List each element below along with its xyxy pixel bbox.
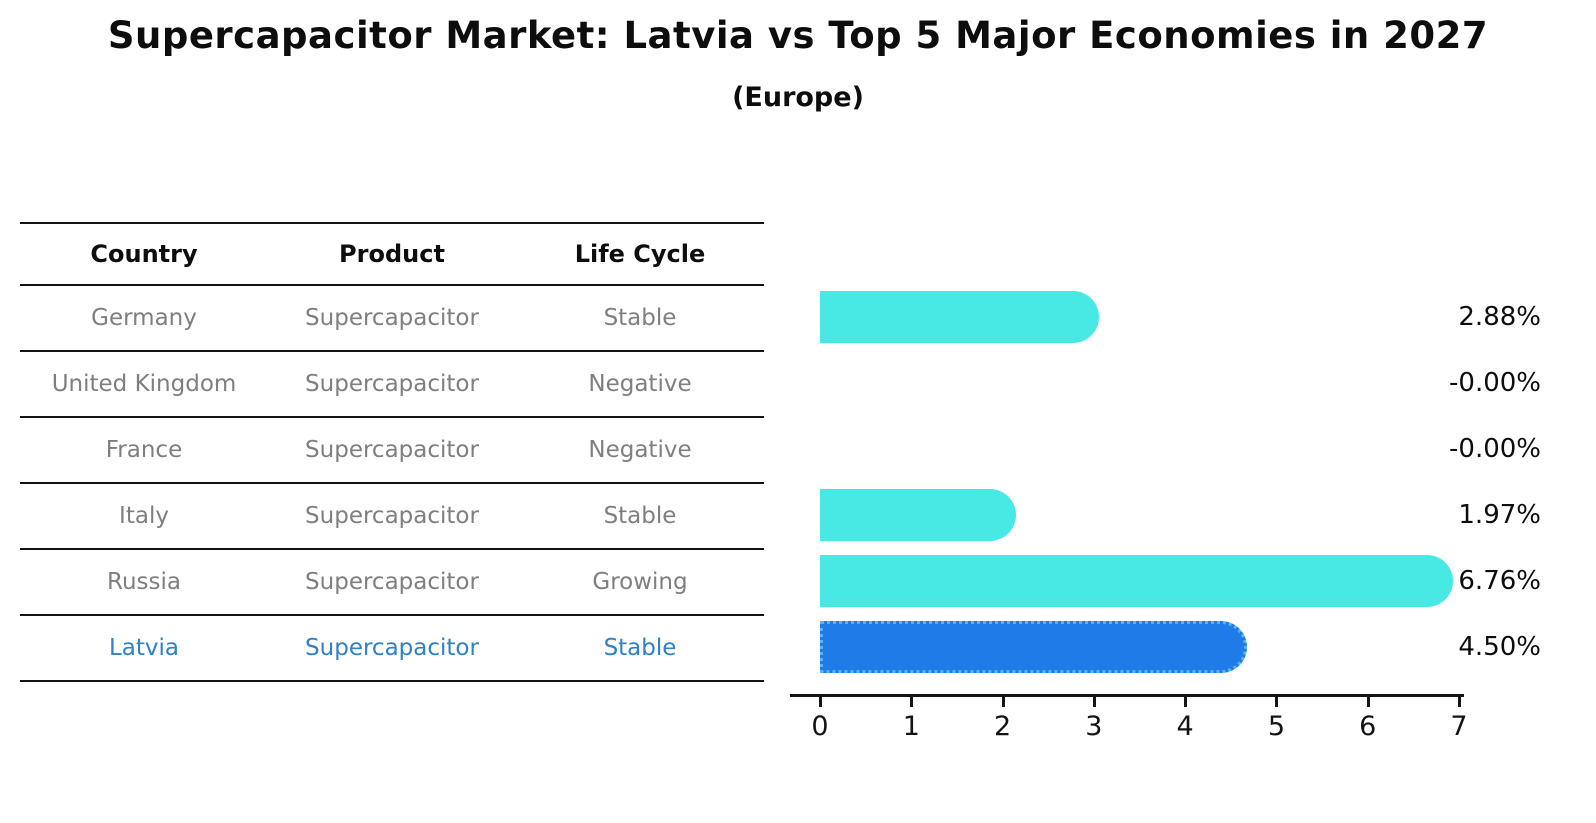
bar-row-united-kingdom bbox=[820, 350, 1459, 416]
column-header-product: Product bbox=[339, 240, 445, 268]
table-row-france: France Supercapacitor Negative bbox=[20, 418, 764, 484]
tick-mark bbox=[1275, 697, 1279, 707]
bar-germany bbox=[820, 291, 1099, 343]
table-header-row: Country Product Life Cycle bbox=[20, 222, 764, 286]
cell-product: Supercapacitor bbox=[305, 371, 479, 397]
value-label-russia: 6.76% bbox=[1458, 566, 1541, 596]
bar-row-latvia bbox=[820, 614, 1459, 680]
tick-label: 0 bbox=[811, 711, 829, 742]
cell-product: Supercapacitor bbox=[305, 569, 479, 595]
value-label-latvia: 4.50% bbox=[1458, 632, 1541, 662]
tick-label: 5 bbox=[1267, 711, 1286, 742]
tick-label: 7 bbox=[1450, 711, 1468, 742]
cell-country: United Kingdom bbox=[51, 371, 237, 397]
cell-life-cycle: Stable bbox=[603, 635, 677, 661]
value-label-france: -0.00% bbox=[1449, 434, 1541, 464]
bar-row-italy bbox=[820, 482, 1459, 548]
tick-mark bbox=[1092, 697, 1096, 707]
page-title: Supercapacitor Market: Latvia vs Top 5 M… bbox=[107, 14, 1489, 57]
tick-label: 2 bbox=[993, 711, 1012, 742]
cell-life-cycle: Growing bbox=[592, 569, 688, 595]
page-subtitle: (Europe) bbox=[732, 82, 864, 113]
cell-country: Germany bbox=[91, 305, 197, 331]
value-labels-column: 2.88% -0.00% -0.00% 1.97% 6.76% 4.50% bbox=[1370, 284, 1541, 680]
bar-row-russia bbox=[820, 548, 1459, 614]
value-label-united-kingdom: -0.00% bbox=[1449, 368, 1541, 398]
value-label-italy: 1.97% bbox=[1458, 500, 1541, 530]
cell-product: Supercapacitor bbox=[305, 305, 479, 331]
x-axis: 0 1 2 3 4 5 6 7 bbox=[790, 694, 1468, 754]
tick-mark bbox=[1001, 697, 1005, 707]
bar-russia bbox=[820, 555, 1454, 607]
table-row-united-kingdom: United Kingdom Supercapacitor Negative bbox=[20, 352, 764, 418]
cell-country: Russia bbox=[107, 569, 181, 595]
cell-product: Supercapacitor bbox=[305, 503, 479, 529]
table-row-latvia: Latvia Supercapacitor Stable bbox=[20, 616, 764, 682]
value-label-germany: 2.88% bbox=[1458, 302, 1541, 332]
tick-label: 1 bbox=[902, 711, 920, 742]
cell-life-cycle: Stable bbox=[603, 305, 677, 331]
cell-life-cycle: Stable bbox=[603, 503, 677, 529]
bar-latvia-highlighted bbox=[820, 621, 1247, 673]
tick-mark bbox=[1184, 697, 1188, 707]
tick-label: 6 bbox=[1359, 711, 1377, 742]
tick-label: 4 bbox=[1176, 711, 1194, 742]
cell-product: Supercapacitor bbox=[305, 635, 479, 661]
bar-row-france bbox=[820, 416, 1459, 482]
bar-row-germany bbox=[820, 284, 1459, 350]
column-header-life-cycle: Life Cycle bbox=[574, 240, 706, 268]
column-header-country: Country bbox=[90, 240, 198, 268]
bar-chart bbox=[820, 284, 1459, 680]
tick-mark bbox=[1458, 697, 1461, 707]
table-row-russia: Russia Supercapacitor Growing bbox=[20, 550, 764, 616]
tick-mark bbox=[1366, 697, 1370, 707]
table-row-italy: Italy Supercapacitor Stable bbox=[20, 484, 764, 550]
cell-life-cycle: Negative bbox=[588, 371, 692, 397]
tick-mark bbox=[910, 697, 914, 707]
tick-label: 3 bbox=[1085, 711, 1103, 742]
cell-country: France bbox=[105, 437, 183, 463]
table-row-germany: Germany Supercapacitor Stable bbox=[20, 286, 764, 352]
bar-italy bbox=[820, 489, 1016, 541]
country-table: Country Product Life Cycle Germany Super… bbox=[20, 222, 764, 682]
cell-product: Supercapacitor bbox=[305, 437, 479, 463]
cell-life-cycle: Negative bbox=[588, 437, 692, 463]
x-axis-line bbox=[790, 694, 1464, 697]
tick-mark bbox=[819, 697, 822, 707]
cell-country: Italy bbox=[119, 503, 169, 529]
cell-country: Latvia bbox=[108, 635, 180, 661]
